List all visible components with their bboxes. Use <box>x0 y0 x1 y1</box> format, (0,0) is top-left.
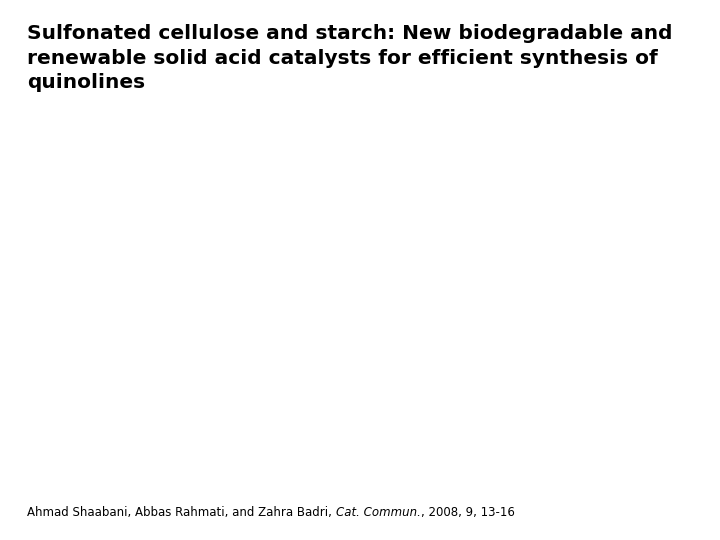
Text: , 2008, 9, 13-16: , 2008, 9, 13-16 <box>421 507 515 519</box>
Text: Cat. Commun.: Cat. Commun. <box>336 507 421 519</box>
Text: Ahmad Shaabani, Abbas Rahmati, and Zahra Badri,: Ahmad Shaabani, Abbas Rahmati, and Zahra… <box>27 507 336 519</box>
Text: Sulfonated cellulose and starch: New biodegradable and
renewable solid acid cata: Sulfonated cellulose and starch: New bio… <box>27 24 673 92</box>
